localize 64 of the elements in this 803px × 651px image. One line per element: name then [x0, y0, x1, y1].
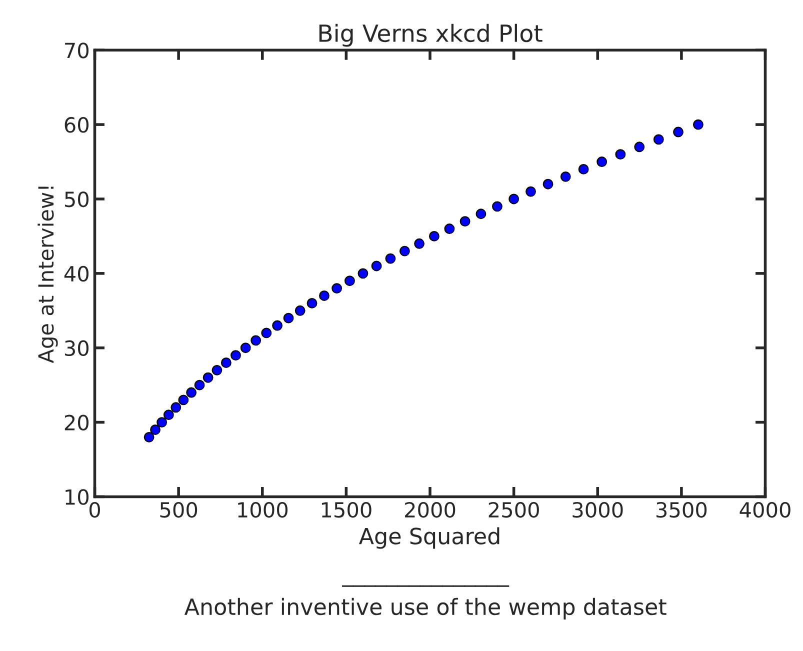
point	[240, 342, 251, 354]
text: Another inventive use of the wemp dataset	[184, 598, 666, 620]
point	[202, 372, 214, 383]
point	[144, 432, 154, 442]
chart-title: Big Verns xkcd Plot	[319, 24, 542, 47]
point	[306, 298, 318, 308]
point	[371, 260, 382, 272]
point	[194, 380, 205, 390]
x-tick-label: 2500	[488, 502, 539, 518]
point	[492, 201, 502, 212]
point	[634, 142, 645, 152]
x-tick-label: 3000	[572, 502, 623, 518]
point	[578, 164, 589, 174]
point	[150, 424, 160, 435]
point	[212, 364, 222, 376]
x-axis-title: Age Squared	[358, 527, 500, 549]
point	[294, 305, 306, 316]
point	[261, 328, 272, 338]
point	[250, 335, 262, 346]
point	[230, 350, 241, 361]
point	[283, 312, 294, 324]
x-tick-label: 3500	[656, 502, 707, 518]
point	[358, 268, 368, 279]
y-axis-title: Age at Interview!	[38, 186, 58, 364]
y-tick-label: 20	[64, 414, 89, 430]
point	[692, 119, 704, 130]
y-tick-label: 60	[64, 117, 89, 133]
point	[178, 394, 189, 406]
point	[444, 224, 455, 234]
point	[596, 156, 608, 167]
point	[428, 230, 440, 242]
y-tick-label: 40	[64, 266, 89, 282]
point	[220, 358, 232, 368]
point	[170, 402, 182, 413]
x-tick-label: 1000	[238, 502, 288, 518]
x-tick-label: 1500	[322, 502, 372, 518]
x-tick-label: 500	[160, 502, 198, 518]
point	[414, 238, 424, 249]
point	[673, 126, 684, 138]
y-tick-label: 70	[65, 42, 89, 58]
point	[560, 171, 571, 182]
point	[542, 178, 554, 190]
text: _______________	[342, 585, 510, 587]
point	[615, 149, 626, 160]
point	[156, 417, 168, 428]
y-tick-label: 50	[64, 191, 89, 208]
point	[460, 216, 470, 227]
x-tick-label: 2000	[405, 502, 456, 518]
point	[508, 194, 520, 204]
y-tick-label: 10	[66, 489, 89, 505]
point	[399, 246, 410, 256]
point	[476, 208, 486, 220]
x-tick-label: 0	[90, 502, 100, 518]
point	[344, 276, 355, 286]
point	[163, 410, 174, 420]
y-tick-label: 30	[64, 340, 89, 356]
point	[653, 134, 664, 145]
point	[332, 283, 342, 294]
x-tick-label: 4000	[740, 502, 790, 518]
point	[385, 253, 396, 264]
point	[186, 387, 197, 398]
point	[526, 186, 536, 197]
point	[272, 320, 283, 331]
point	[319, 290, 330, 301]
